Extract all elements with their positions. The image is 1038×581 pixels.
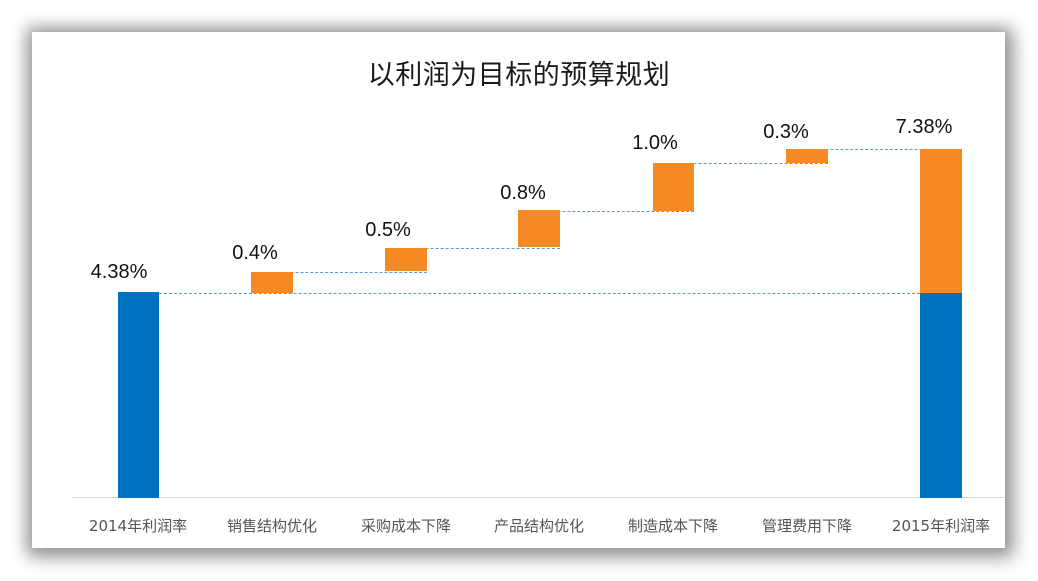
category-label: 2014年利润率 (88, 517, 188, 535)
category-label: 销售结构优化 (226, 517, 317, 535)
chart-title: 以利润为目标的预算规划 (367, 60, 671, 91)
bar-manufacturing-cost (653, 163, 694, 211)
bar-admin-expense (786, 149, 828, 163)
connector-line (786, 149, 962, 150)
data-label: 0.8% (500, 182, 546, 204)
bar-2015-base (920, 293, 962, 498)
data-label: 7.38% (895, 116, 953, 138)
connector-line (251, 272, 427, 273)
x-axis-line (72, 497, 1005, 498)
chart-card (32, 32, 1005, 548)
category-label: 制造成本下降 (627, 517, 718, 535)
connector-line (385, 248, 560, 249)
bar-sales-structure (251, 272, 293, 293)
connector-line (653, 163, 828, 164)
bar-2014-profit (118, 292, 159, 498)
data-label: 0.4% (232, 242, 278, 264)
data-label: 4.38% (90, 261, 148, 283)
bar-product-structure (518, 210, 560, 247)
category-label: 产品结构优化 (493, 517, 584, 535)
connector-line (518, 211, 694, 212)
category-label: 管理费用下降 (761, 517, 852, 535)
bar-2015-increase (920, 149, 962, 293)
connector-line (159, 293, 920, 294)
data-label: 1.0% (632, 132, 678, 154)
bar-procurement-cost (385, 248, 427, 271)
category-label: 2015年利润率 (891, 517, 991, 535)
data-label: 0.3% (763, 121, 809, 143)
data-label: 0.5% (365, 219, 411, 241)
category-label: 采购成本下降 (360, 517, 451, 535)
